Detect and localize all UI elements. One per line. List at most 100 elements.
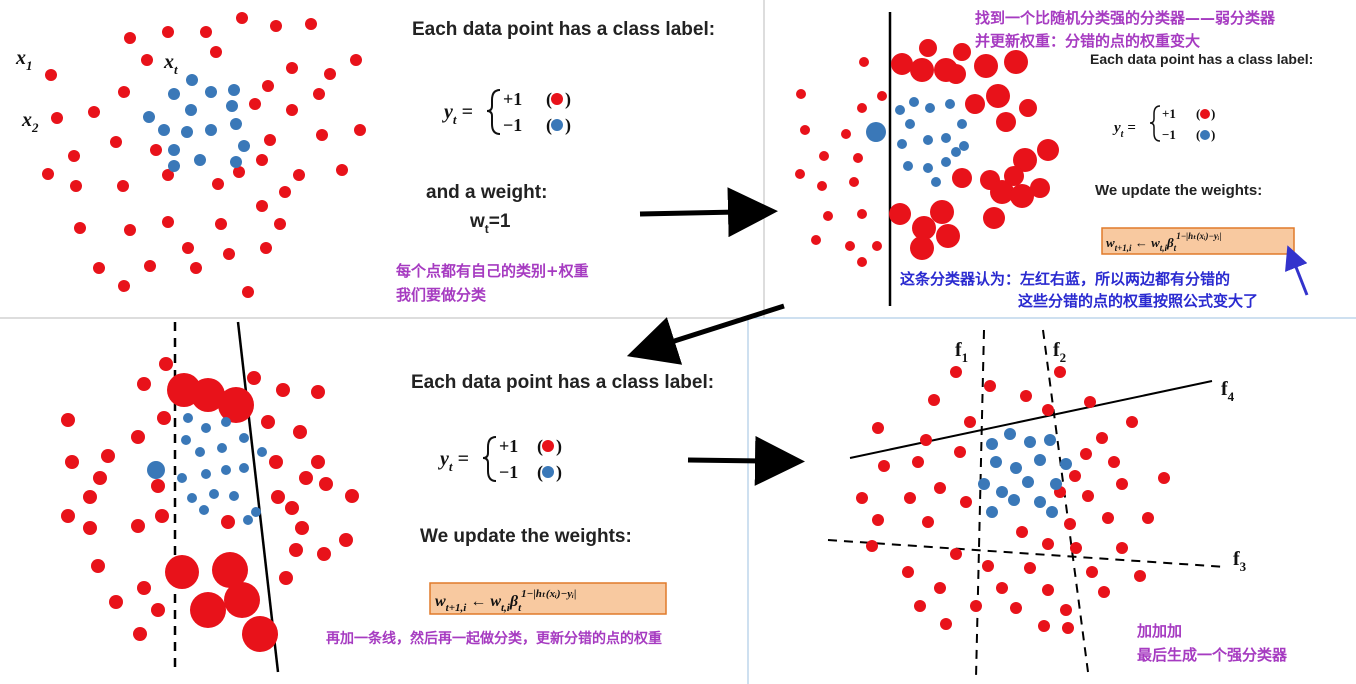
p3-blue-point [251,507,261,517]
p1-blue-point [205,86,217,98]
panel3-scatter [61,357,359,652]
p2-red-point [841,129,851,139]
svg-text:): ) [556,436,562,457]
p3-red-point [317,547,331,561]
p3-blue-point [177,473,187,483]
p1-blue-point [158,124,170,136]
p4-red-point [1086,566,1098,578]
p4-red-point [1069,470,1081,482]
p2-red-point [919,39,937,57]
p4-red-point [1024,562,1036,574]
p3-blue-point [201,469,211,479]
p1-blue-point [186,74,198,86]
p3-red-point [261,415,275,429]
p4-red-point [1126,416,1138,428]
p3-red-point [133,627,147,641]
p4-red-point [1062,622,1074,634]
p3-blue-point [217,443,227,453]
p4-red-point [1082,490,1094,502]
label-x1: x1 [15,47,33,73]
p1-red-point [93,262,105,274]
p1-red-point [354,124,366,136]
p2-red-point [796,89,806,99]
svg-text:+1: +1 [1162,106,1176,121]
arrow-p3-to-p4 [687,435,805,486]
p3-blue-point [195,447,205,457]
p3-red-point [93,471,107,485]
p2-red-point [936,224,960,248]
svg-text:(: ( [546,89,552,110]
p1-blue-point [168,88,180,100]
p3-red-point [159,357,173,371]
p2-update-heading: We update the weights: [1095,182,1262,199]
p2-blue-point [866,122,886,142]
p3-red-point [151,479,165,493]
p2-note-line1: 这条分类器认为：左红右蓝，所以两边都有分错的 [900,270,1230,288]
p2-formula-box: wt+1,i ← wt,iβt1−|hₜ(xᵢ)−yᵢ| [1101,227,1295,255]
p3-red-point [289,543,303,557]
p4-blue-point [1034,454,1046,466]
p1-red-point [256,154,268,166]
p2-red-point [811,235,821,245]
p2-blue-point [923,163,933,173]
p3-red-point [279,571,293,585]
p1-red-point [262,80,274,92]
p1-red-point [200,26,212,38]
p2-blue-point [909,97,919,107]
p1-red-point [117,180,129,192]
p1-blue-point [230,118,242,130]
p4-red-point [1096,432,1108,444]
p4-red-point [904,492,916,504]
p2-red-point [891,53,913,75]
p4-red-point [1070,542,1082,554]
p1-red-point [293,169,305,181]
p4-red-point [1098,586,1110,598]
p2-heading: Each data point has a class label: [1090,51,1313,67]
label-x2: x2 [21,109,39,135]
p2-red-point [953,43,971,61]
p4-red-point [872,422,884,434]
p3-blue-point [257,447,267,457]
p2-red-point [889,203,911,225]
p4-red-point [872,514,884,526]
p3-blue-point [183,413,193,423]
p1-blue-point [228,84,240,96]
p4-red-point [984,380,996,392]
label-xt: xt [163,51,178,77]
svg-text:−1: −1 [503,115,522,135]
p1-red-point [74,222,86,234]
p1-red-point [286,62,298,74]
p2-blue-point [959,141,969,151]
p3-blue-point [187,493,197,503]
p4-red-point [1142,512,1154,524]
p1-red-point [274,218,286,230]
label-f3: f3 [1233,548,1247,574]
p3-blue-point [201,423,211,433]
p3-red-point [91,559,105,573]
label-f2: f2 [1053,339,1066,365]
p2-blue-point [923,135,933,145]
p1-red-point [110,136,122,148]
p1-red-point [42,168,54,180]
p3-blue-point [199,505,209,515]
arrow-p1-to-p2 [639,187,778,238]
p4-blue-point [1008,494,1020,506]
p1-blue-point [205,124,217,136]
p3-red-point [131,519,145,533]
p1-red-point [233,166,245,178]
p2-red-point [930,200,954,224]
p4-red-point [902,566,914,578]
p4-red-point [1102,512,1114,524]
p2-red-point [1004,166,1024,186]
p1-blue-point [181,126,193,138]
p4-red-point [1054,366,1066,378]
p2-red-point [990,180,1014,204]
p4-red-point [920,434,932,446]
p2-red-point [795,169,805,179]
p4-red-point [856,492,868,504]
p1-red-point [264,134,276,146]
p4-red-point [1134,570,1146,582]
svg-text:+1: +1 [499,436,518,456]
p4-classifier-f4 [849,380,1213,459]
p1-red-point [182,242,194,254]
